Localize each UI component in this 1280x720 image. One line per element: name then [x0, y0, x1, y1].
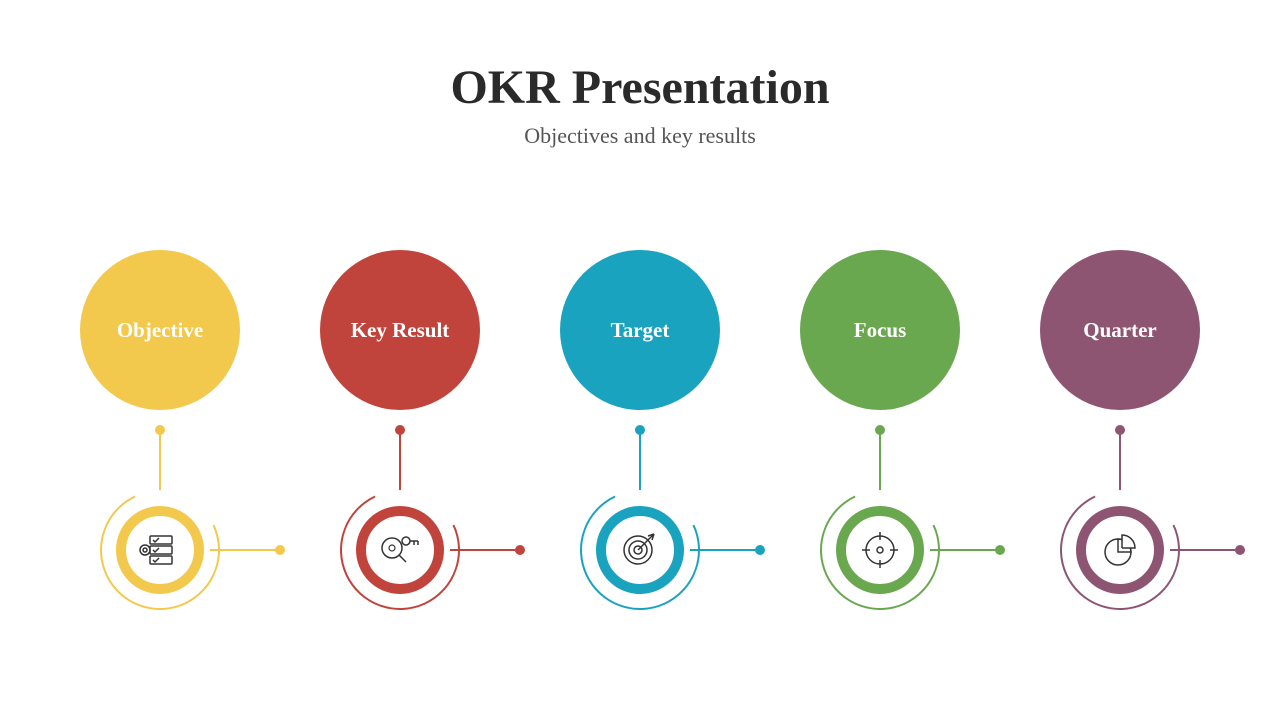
category-circle: Key Result: [320, 250, 480, 410]
icon-unit: [800, 460, 960, 620]
category-circles-row: Objective Key Result Target Focus Quarter: [0, 250, 1280, 410]
category-label: Quarter: [1083, 318, 1156, 343]
connector-hdot: [515, 545, 525, 555]
mid-ring: [836, 506, 924, 594]
connector-stem: [639, 430, 641, 490]
key-search-icon: [366, 516, 434, 584]
page-subtitle: Objectives and key results: [0, 123, 1280, 149]
connector-hline: [930, 549, 1000, 551]
category-label: Objective: [117, 318, 203, 343]
connector-hdot: [1235, 545, 1245, 555]
connector-dot: [635, 425, 645, 435]
category-label: Target: [611, 318, 670, 343]
category-label: Key Result: [351, 318, 450, 343]
connector-stem: [159, 430, 161, 490]
connector-dot: [875, 425, 885, 435]
category-circle: Objective: [80, 250, 240, 410]
category-label: Focus: [854, 318, 907, 343]
category-circle: Focus: [800, 250, 960, 410]
connector-stem: [399, 430, 401, 490]
piechart-icon: [1086, 516, 1154, 584]
connector-stem: [1119, 430, 1121, 490]
category-circle: Quarter: [1040, 250, 1200, 410]
mid-ring: [596, 506, 684, 594]
icon-unit: [1040, 460, 1200, 620]
target-icon: [606, 516, 674, 584]
connector-hline: [210, 549, 280, 551]
connector-stem: [879, 430, 881, 490]
connector-hline: [690, 549, 760, 551]
connector-hdot: [275, 545, 285, 555]
category-circle: Target: [560, 250, 720, 410]
mid-ring: [356, 506, 444, 594]
connector-dot: [1115, 425, 1125, 435]
connector-hline: [1170, 549, 1240, 551]
mid-ring: [1076, 506, 1164, 594]
page-title: OKR Presentation: [0, 60, 1280, 115]
icon-unit: [320, 460, 480, 620]
connector-hline: [450, 549, 520, 551]
icon-unit: [80, 460, 240, 620]
connector-dot: [395, 425, 405, 435]
connector-dot: [155, 425, 165, 435]
checklist-icon: [126, 516, 194, 584]
header: OKR Presentation Objectives and key resu…: [0, 0, 1280, 149]
mid-ring: [116, 506, 204, 594]
icon-unit: [560, 460, 720, 620]
icon-units-row: [0, 460, 1280, 620]
connector-hdot: [995, 545, 1005, 555]
crosshair-icon: [846, 516, 914, 584]
connector-hdot: [755, 545, 765, 555]
